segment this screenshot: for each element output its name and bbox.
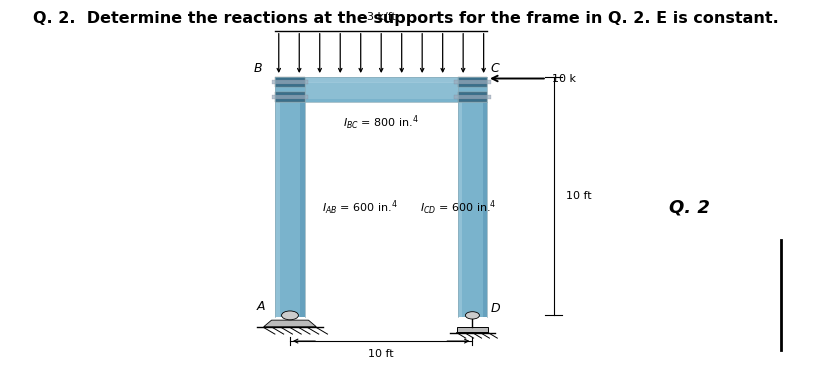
Text: 3 k/ft: 3 k/ft: [367, 11, 395, 21]
Text: Q. 2: Q. 2: [669, 198, 710, 216]
Bar: [458, 77, 462, 317]
Circle shape: [282, 311, 298, 320]
Bar: [458, 77, 487, 87]
Bar: [305, 82, 458, 98]
Bar: [483, 77, 487, 317]
Text: $I_{BC}$ = 800 in.$^4$: $I_{BC}$ = 800 in.$^4$: [343, 113, 419, 132]
Bar: [454, 80, 491, 84]
Bar: [458, 77, 487, 317]
Bar: [275, 77, 305, 87]
Circle shape: [466, 312, 480, 319]
Bar: [275, 77, 487, 102]
Text: $I_{CD}$ = 600 in.$^4$: $I_{CD}$ = 600 in.$^4$: [420, 199, 496, 217]
Bar: [457, 327, 489, 332]
Bar: [458, 92, 487, 102]
Bar: [275, 77, 487, 83]
Bar: [275, 77, 279, 317]
Text: C: C: [491, 62, 499, 75]
Text: B: B: [254, 62, 262, 75]
Bar: [272, 95, 308, 100]
Text: 10 k: 10 k: [552, 74, 577, 84]
Bar: [272, 80, 308, 84]
Polygon shape: [264, 320, 316, 327]
Text: A: A: [257, 300, 265, 313]
Text: $I_{AB}$ = 600 in.$^4$: $I_{AB}$ = 600 in.$^4$: [322, 199, 398, 217]
Text: 10 ft: 10 ft: [566, 191, 592, 201]
Text: D: D: [491, 302, 500, 314]
Bar: [275, 77, 305, 317]
Bar: [301, 77, 305, 317]
Bar: [454, 95, 491, 100]
Bar: [275, 92, 305, 102]
Text: 10 ft: 10 ft: [368, 349, 394, 359]
Text: Q. 2.  Determine the reactions at the supports for the frame in Q. 2. E is const: Q. 2. Determine the reactions at the sup…: [33, 11, 779, 26]
